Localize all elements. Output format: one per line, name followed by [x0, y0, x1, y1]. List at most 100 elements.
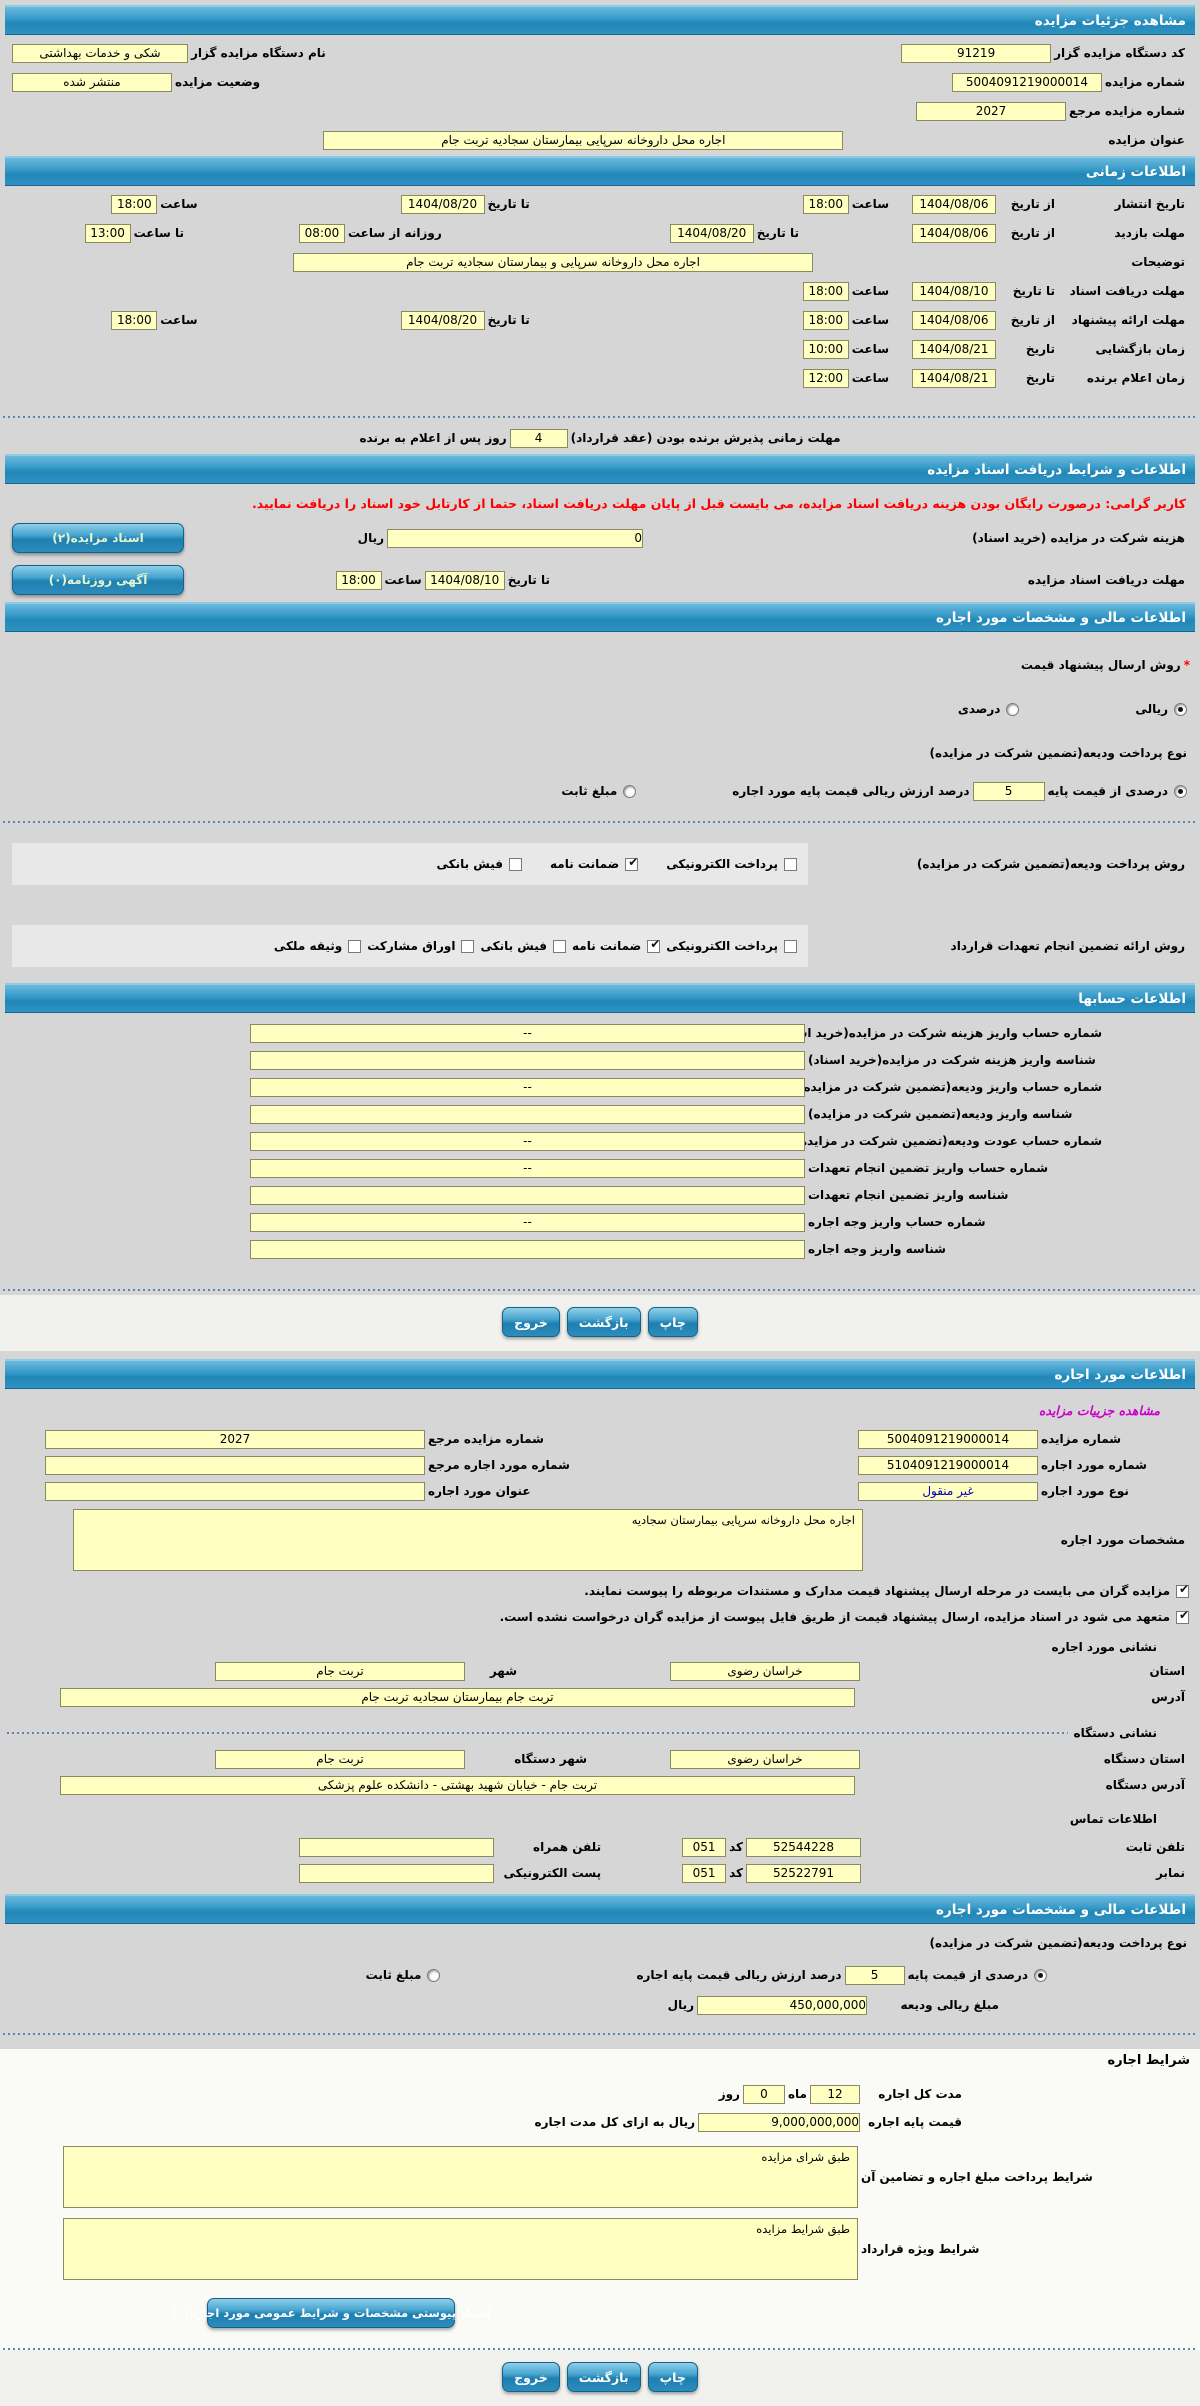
reference-number-field[interactable]: 2027 — [916, 101, 1067, 121]
opening-date-field[interactable]: 1404/08/21 — [912, 339, 996, 359]
account-field[interactable]: -- — [250, 1023, 805, 1043]
auction-docs-button[interactable]: اسناد مزایده(۲) — [12, 523, 184, 553]
no-file-offer-checkbox[interactable] — [1176, 1608, 1189, 1624]
winner-date-field[interactable]: 1404/08/21 — [912, 368, 996, 388]
auction-number-field[interactable]: 5004091219000014 — [858, 1429, 1038, 1449]
offer-to-time-field[interactable]: 18:00 — [111, 310, 158, 330]
epay-checkbox[interactable] — [784, 939, 797, 953]
rental-spec-textarea[interactable]: اجاره محل داروخانه سرپایی بیمارستان سجاد… — [73, 1509, 863, 1571]
back-button[interactable]: بازگشت — [566, 2362, 641, 2392]
reference-number-label: شماره مزایده مرجع — [1069, 104, 1185, 118]
email-field[interactable] — [299, 1863, 495, 1883]
device-address-field[interactable]: تربت جام - خیابان شهید بهشتی - دانشکده ع… — [60, 1775, 855, 1795]
docs-deadline-time-field[interactable]: 18:00 — [335, 570, 382, 590]
rental-item-number-field[interactable]: 5104091219000014 — [858, 1455, 1038, 1475]
account-label: شماره حساب عودت ودیعه(تضمین شرکت در مزای… — [794, 1134, 1102, 1148]
opening-time-field[interactable]: 10:00 — [802, 339, 849, 359]
reference-number-field[interactable]: 2027 — [45, 1429, 425, 1449]
epay-checkbox[interactable] — [784, 857, 797, 871]
offer-from-time-field[interactable]: 18:00 — [802, 310, 849, 330]
landline-code-field[interactable]: 051 — [682, 1837, 727, 1857]
province-field[interactable]: خراسان رضوی — [670, 1661, 860, 1681]
landline-field[interactable]: 52544228 — [746, 1837, 861, 1857]
account-field[interactable] — [250, 1185, 805, 1205]
account-field[interactable] — [250, 1239, 805, 1259]
exit-button[interactable]: خروج — [502, 2362, 560, 2392]
participation-fee-field[interactable]: 0 — [387, 528, 643, 548]
account-field[interactable]: -- — [250, 1131, 805, 1151]
account-field[interactable] — [250, 1104, 805, 1124]
section-header-auction-details: مشاهده جزئیات مزایده — [5, 5, 1195, 35]
auction-row-3: شماره مزایده مرجع 2027 — [0, 100, 1200, 122]
device-city-field[interactable]: تربت جام — [215, 1749, 465, 1769]
fixed-amount-radio[interactable] — [427, 1968, 441, 1982]
print-button[interactable]: چاپ — [647, 1307, 698, 1337]
pay-terms-textarea[interactable]: طبق شرای مزایده — [63, 2146, 858, 2208]
publish-to-date-field[interactable]: 1404/08/20 — [400, 194, 485, 214]
docs-deadline-date-field[interactable]: 1404/08/10 — [424, 570, 505, 590]
description-field[interactable]: اجاره محل داروخانه سرپایی و بیمارستان سج… — [293, 252, 813, 272]
account-field[interactable]: -- — [250, 1212, 805, 1232]
visit-from-date-field[interactable]: 1404/08/06 — [912, 223, 996, 243]
city-field[interactable]: تربت جام — [215, 1661, 465, 1681]
device-province-field[interactable]: خراسان رضوی — [670, 1749, 860, 1769]
guarantee-letter-checkbox[interactable] — [625, 855, 639, 871]
dotted-divider — [3, 415, 1197, 418]
auction-status-field[interactable]: منتشر شده — [12, 72, 172, 92]
offer-to-date-field[interactable]: 1404/08/20 — [400, 310, 485, 330]
print-button[interactable]: چاپ — [647, 2362, 698, 2392]
offer-from-date-field[interactable]: 1404/08/06 — [912, 310, 996, 330]
publish-from-date-field[interactable]: 1404/08/06 — [912, 194, 996, 214]
deposit-type-label: نوع پرداخت ودیعه(تضمین شرکت در مزایده) — [929, 746, 1187, 760]
section-title: اطلاعات زمانی — [1085, 163, 1186, 180]
dotted-divider — [3, 2032, 1197, 2035]
account-field[interactable] — [250, 1050, 805, 1070]
back-button[interactable]: بازگشت — [566, 1307, 641, 1337]
account-field[interactable]: -- — [250, 1077, 805, 1097]
publish-to-time-field[interactable]: 18:00 — [111, 194, 158, 214]
newspaper-ad-button[interactable]: آگهی روزنامه(۰) — [12, 565, 184, 595]
attached-docs-button[interactable]: اسناد پیوستی مشخصات و شرایط عمومی مورد ا… — [172, 2298, 490, 2328]
participation-bonds-checkbox[interactable] — [461, 939, 475, 953]
special-terms-textarea[interactable]: طبق شرایط مزایده — [63, 2218, 858, 2280]
docs-deadline-date-field[interactable]: 1404/08/10 — [912, 281, 996, 301]
rial-radio[interactable] — [1174, 702, 1187, 716]
percent-of-base-radio[interactable] — [1174, 784, 1187, 798]
property-collateral-checkbox[interactable] — [348, 939, 362, 953]
bank-slip-checkbox[interactable] — [553, 939, 567, 953]
auction-number-field[interactable]: 5004091219000014 — [951, 72, 1102, 92]
base-price-field[interactable]: 9,000,000,000 — [698, 2112, 860, 2132]
rental-title-field[interactable] — [45, 1481, 425, 1501]
publish-from-time-field[interactable]: 18:00 — [802, 194, 849, 214]
attach-docs-checkbox[interactable] — [1176, 1582, 1189, 1598]
rental-item-ref-field[interactable] — [45, 1455, 425, 1475]
winner-time-field[interactable]: 12:00 — [802, 368, 849, 388]
auctioneer-name-field[interactable]: شکی و خدمات بهداشتی — [12, 43, 188, 63]
visit-to-time-field[interactable]: 13:00 — [84, 223, 131, 243]
deposit-percent-field[interactable]: 5 — [844, 1965, 905, 1985]
visit-to-date-field[interactable]: 1404/08/20 — [669, 223, 754, 243]
auction-title-field[interactable]: اجاره محل داروخانه سرپایی بیمارستان سجاد… — [323, 130, 844, 150]
docs-deadline-time-field[interactable]: 18:00 — [802, 281, 849, 301]
auctioneer-code-field[interactable]: 91219 — [901, 43, 1052, 63]
visit-from-time-field[interactable]: 08:00 — [298, 223, 345, 243]
winner-accept-days-field[interactable]: 4 — [509, 428, 568, 448]
hour-label: ساعت — [160, 197, 198, 211]
percent-of-base-radio[interactable] — [1034, 1968, 1047, 1982]
fax-code-field[interactable]: 051 — [682, 1863, 727, 1883]
bank-slip-checkbox[interactable] — [509, 857, 523, 871]
view-auction-details-link[interactable]: مشاهده جزییات مزایده — [1038, 1402, 1160, 1418]
guarantee-letter-checkbox[interactable] — [647, 937, 661, 953]
exit-button[interactable]: خروج — [502, 1307, 560, 1337]
rental-type-field[interactable]: غیر منقول — [858, 1481, 1038, 1501]
account-field[interactable]: -- — [250, 1158, 805, 1178]
mobile-field[interactable] — [299, 1837, 495, 1857]
fixed-amount-radio[interactable] — [623, 784, 637, 798]
fax-field[interactable]: 52522791 — [746, 1863, 861, 1883]
deposit-percent-field[interactable]: 5 — [972, 781, 1045, 801]
address-field[interactable]: تربت جام بیمارستان سجادیه تربت جام — [60, 1687, 855, 1707]
deposit-amount-field[interactable]: 450,000,000 — [697, 1995, 867, 2015]
duration-months-field[interactable]: 12 — [810, 2084, 860, 2104]
percent-radio[interactable] — [1006, 702, 1020, 716]
duration-days-field[interactable]: 0 — [742, 2084, 785, 2104]
